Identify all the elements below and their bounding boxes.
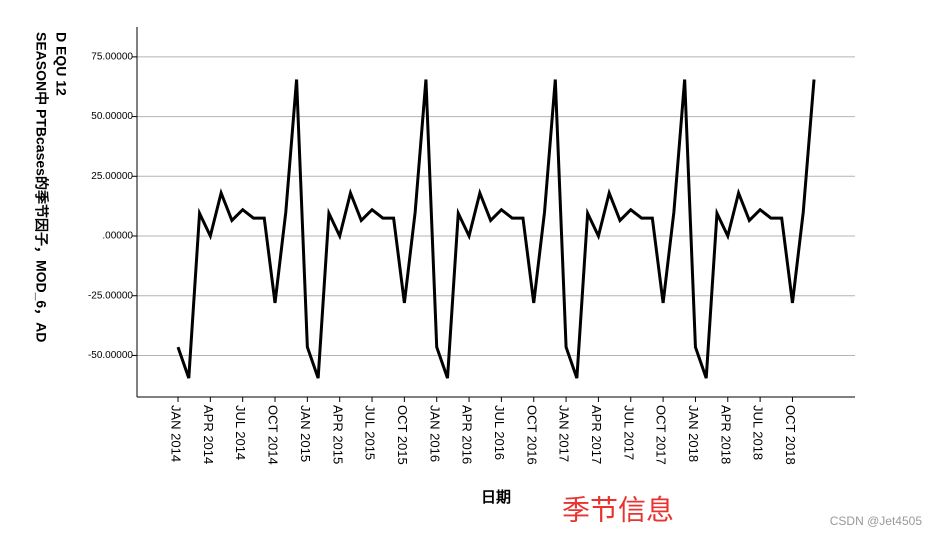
x-tick-label: JAN 2015	[298, 405, 313, 462]
x-tick-label: APR 2018	[718, 405, 733, 464]
y-tick-label: -25.00000	[88, 290, 133, 301]
y-tick-label: -50.00000	[88, 350, 133, 361]
x-tick-label: JUL 2014	[233, 405, 248, 460]
series-line	[176, 79, 816, 379]
x-tick-label: JAN 2014	[169, 405, 184, 462]
x-tick-label: JUL 2016	[492, 405, 507, 460]
x-tick-label: JAN 2016	[427, 405, 442, 462]
x-tick-label: JAN 2017	[557, 405, 572, 462]
y-tick-label: 50.00000	[91, 111, 133, 122]
x-axis-label: 日期	[481, 488, 511, 506]
x-tick-label: OCT 2018	[783, 405, 798, 465]
x-tick-label: JUL 2018	[751, 405, 766, 460]
x-tick-label: APR 2015	[330, 405, 345, 464]
x-tick-label: APR 2017	[589, 405, 604, 464]
annotation: 季节信息	[562, 494, 674, 525]
x-tick-label: JAN 2018	[686, 405, 701, 462]
watermark: CSDN @Jet4505	[830, 514, 923, 528]
x-tick-label: APR 2014	[201, 405, 216, 464]
y-tick-label: 25.00000	[91, 171, 133, 182]
x-tick-label: OCT 2016	[524, 405, 539, 465]
x-tick-label: OCT 2014	[266, 405, 281, 465]
y-tick-label: 75.00000	[91, 51, 133, 62]
x-tick-label: APR 2016	[460, 405, 475, 464]
y-axis-label: D EQU 12	[53, 32, 69, 96]
x-tick-label: OCT 2015	[395, 405, 410, 465]
y-tick-label: .00000	[102, 231, 133, 242]
x-tick-label: OCT 2017	[654, 405, 669, 465]
y-axis-label: SEASON中 PTBcases的季节因子，MOD_6，AD	[33, 32, 49, 342]
x-tick-label: JUL 2017	[621, 405, 636, 460]
x-tick-label: JUL 2015	[363, 405, 378, 460]
